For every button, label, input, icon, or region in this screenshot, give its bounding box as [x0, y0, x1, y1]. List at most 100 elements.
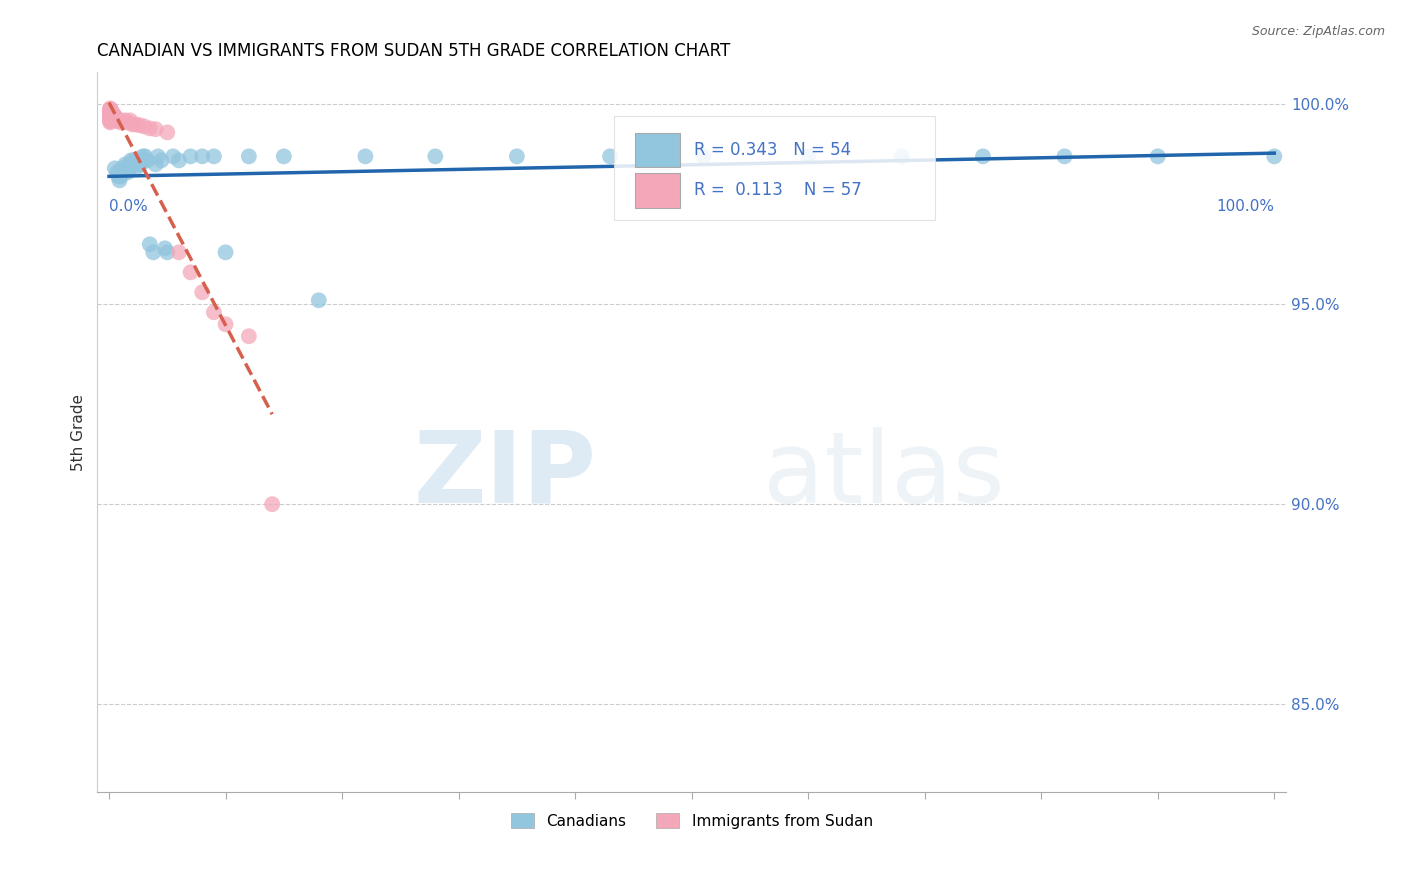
Point: [238, 149, 260, 163]
Point: [101, 108, 124, 122]
Point: [132, 153, 155, 168]
Point: [98, 108, 121, 122]
Point: [118, 157, 141, 171]
Point: [100, 110, 122, 124]
Point: [202, 149, 225, 163]
FancyBboxPatch shape: [614, 116, 935, 220]
FancyBboxPatch shape: [634, 133, 679, 168]
Point: [112, 161, 135, 176]
Point: [146, 149, 169, 163]
Point: [150, 153, 173, 168]
Point: [111, 161, 134, 176]
Point: [1053, 149, 1076, 163]
Point: [103, 112, 125, 126]
Point: [103, 108, 125, 122]
Text: R = 0.343   N = 54: R = 0.343 N = 54: [695, 141, 851, 159]
Point: [132, 149, 155, 163]
Point: [124, 157, 146, 171]
Point: [98, 102, 121, 116]
Point: [100, 104, 122, 119]
Point: [131, 153, 153, 168]
Text: 100.0%: 100.0%: [1216, 199, 1274, 214]
Point: [98, 102, 121, 116]
Point: [98, 110, 121, 124]
Point: [105, 165, 128, 179]
Point: [105, 113, 128, 128]
Point: [191, 285, 214, 300]
Point: [98, 115, 121, 129]
Point: [156, 125, 179, 139]
Text: 0.0%: 0.0%: [110, 199, 148, 214]
Point: [118, 113, 141, 128]
Text: atlas: atlas: [763, 427, 1005, 524]
Point: [145, 122, 167, 136]
Point: [129, 157, 152, 171]
Point: [125, 117, 148, 131]
Point: [1146, 149, 1168, 163]
Point: [104, 161, 127, 176]
Point: [128, 118, 150, 132]
Point: [98, 104, 121, 119]
Point: [121, 157, 143, 171]
Point: [100, 108, 122, 122]
Point: [110, 115, 132, 129]
Point: [105, 112, 128, 126]
Point: [114, 157, 136, 171]
Point: [180, 265, 202, 279]
Point: [599, 149, 621, 163]
Point: [238, 329, 260, 343]
Point: [132, 120, 155, 134]
Point: [98, 112, 121, 127]
Text: CANADIAN VS IMMIGRANTS FROM SUDAN 5TH GRADE CORRELATION CHART: CANADIAN VS IMMIGRANTS FROM SUDAN 5TH GR…: [97, 42, 731, 60]
FancyBboxPatch shape: [634, 173, 679, 208]
Point: [114, 113, 136, 128]
Point: [98, 107, 121, 121]
Point: [128, 153, 150, 168]
Text: Source: ZipAtlas.com: Source: ZipAtlas.com: [1251, 25, 1385, 38]
Point: [120, 153, 142, 168]
Point: [111, 114, 134, 128]
Point: [110, 169, 132, 184]
Legend: Canadians, Immigrants from Sudan: Canadians, Immigrants from Sudan: [505, 806, 879, 835]
Point: [273, 149, 295, 163]
Point: [136, 153, 159, 168]
Point: [354, 149, 377, 163]
Point: [506, 149, 529, 163]
Text: R =  0.113    N = 57: R = 0.113 N = 57: [695, 181, 862, 200]
Point: [214, 318, 236, 332]
Point: [98, 114, 121, 128]
Point: [115, 161, 138, 176]
Point: [101, 112, 124, 126]
Point: [153, 241, 176, 255]
Point: [122, 153, 145, 168]
Point: [202, 305, 225, 319]
Point: [191, 149, 214, 163]
Point: [100, 103, 122, 118]
Point: [797, 149, 820, 163]
Point: [103, 107, 125, 121]
Point: [425, 149, 447, 163]
Point: [127, 157, 149, 171]
Point: [125, 161, 148, 176]
Point: [101, 106, 124, 120]
Point: [100, 107, 122, 121]
Point: [167, 153, 190, 168]
Point: [98, 109, 121, 123]
Y-axis label: 5th Grade: 5th Grade: [72, 393, 86, 471]
Point: [125, 153, 148, 168]
Point: [100, 112, 122, 126]
Point: [98, 112, 121, 126]
Point: [162, 149, 184, 163]
Point: [308, 293, 330, 308]
Point: [98, 106, 121, 120]
Point: [262, 497, 284, 511]
Point: [118, 161, 141, 176]
Point: [104, 109, 127, 123]
Text: ZIP: ZIP: [413, 427, 596, 524]
Point: [972, 149, 994, 163]
Point: [139, 121, 162, 136]
Point: [117, 115, 139, 129]
Point: [111, 165, 134, 179]
Point: [101, 107, 124, 121]
Point: [107, 169, 129, 184]
